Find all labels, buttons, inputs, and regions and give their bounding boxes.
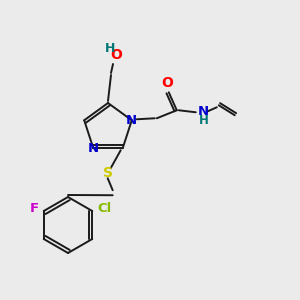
Text: H: H bbox=[105, 41, 115, 55]
Text: Cl: Cl bbox=[97, 202, 111, 214]
Text: S: S bbox=[103, 166, 113, 180]
Text: N: N bbox=[198, 105, 209, 118]
Text: H: H bbox=[199, 114, 209, 127]
Text: O: O bbox=[161, 76, 173, 90]
Text: F: F bbox=[30, 202, 39, 215]
Text: N: N bbox=[88, 142, 99, 155]
Text: O: O bbox=[110, 48, 122, 62]
Text: N: N bbox=[126, 114, 137, 127]
